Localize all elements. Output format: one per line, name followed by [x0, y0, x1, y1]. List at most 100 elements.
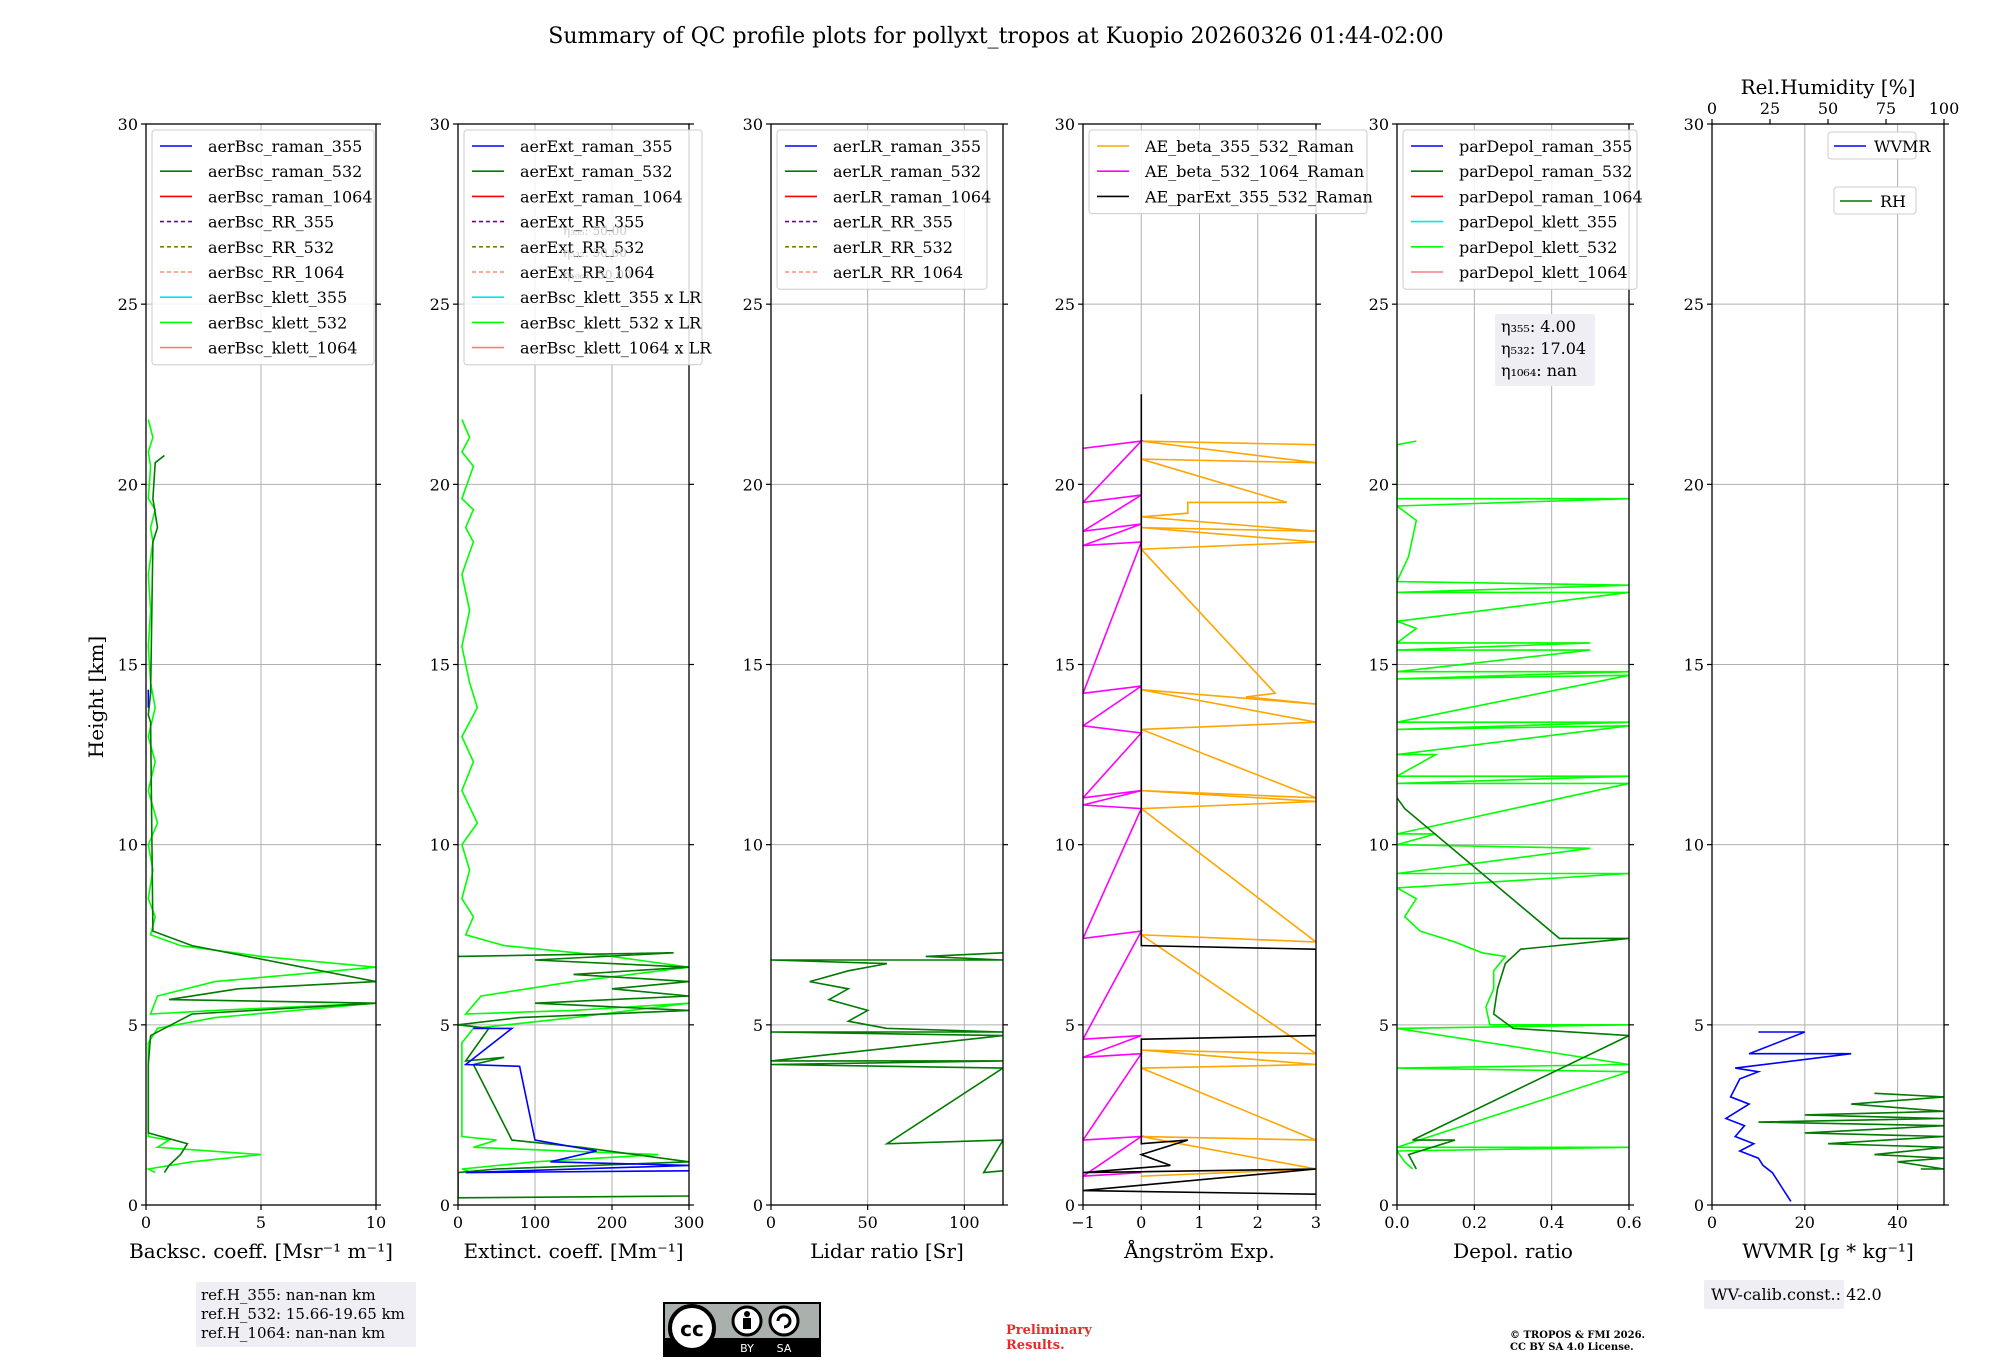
y-tick-label: 30	[118, 115, 138, 134]
panel-3: 0 5 10 15 20 25 30 0 50 100 Lidar ratio [Sr] aerLR_…	[743, 115, 1008, 1263]
x-tick-label: 3	[1311, 1213, 1321, 1232]
legend-entry: aerExt_raman_355	[520, 137, 673, 156]
y-tick-label: 10	[118, 836, 138, 855]
secondary-x-axis-label: Rel.Humidity [%]	[1741, 75, 1916, 99]
series-RH	[1758, 1092, 1944, 1170]
y-tick-label: 20	[430, 475, 450, 494]
copyright-line-1: © TROPOS & FMI 2026.	[1510, 1330, 1645, 1341]
legend-box	[1833, 186, 1917, 215]
x-tick-label: 1	[1194, 1213, 1204, 1232]
legend-entry: aerBsc_klett_532 x LR	[520, 313, 702, 332]
series-AE_parExt_355_532_Raman	[1083, 394, 1316, 1195]
legend: aerLR_raman_355 aerLR_raman_532 aerLR_rama…	[776, 129, 991, 290]
figure-title: Summary of QC profile plots for pollyxt_…	[548, 24, 1443, 49]
legend: aerExt_raman_355 aerExt_raman_532 aerExt_r…	[463, 129, 712, 366]
y-tick-label: 30	[430, 115, 450, 134]
y-tick-label: 0	[753, 1196, 763, 1215]
legend-entry: aerExt_RR_532	[520, 238, 644, 257]
legend-entry: aerBsc_raman_1064	[208, 187, 373, 206]
x-tick-label: 100	[949, 1213, 980, 1232]
legend-entry: aerBsc_klett_1064 x LR	[520, 339, 712, 358]
ref-height-box: ref.H_355: nan-nan km ref.H_532: 15.66-1…	[196, 1282, 416, 1347]
preliminary-line-2: Results.	[1006, 1338, 1065, 1353]
legend-entry: aerExt_raman_532	[520, 162, 673, 181]
x-tick-label: 0	[453, 1213, 463, 1232]
x-tick-label: −1	[1071, 1213, 1095, 1232]
x-tick-label: 200	[597, 1213, 628, 1232]
legend-entry: parDepol_klett_532	[1459, 238, 1617, 257]
legend-entry: aerLR_raman_1064	[833, 187, 991, 206]
x-tick-label: 20	[1795, 1213, 1815, 1232]
legend-entry: parDepol_klett_1064	[1459, 263, 1628, 282]
y-tick-label: 0	[1694, 1196, 1704, 1215]
y-tick-label: 25	[743, 295, 763, 314]
legend-entry: aerBsc_RR_532	[208, 238, 334, 257]
y-tick-label: 10	[1369, 836, 1389, 855]
x-tick-label: 100	[520, 1213, 551, 1232]
annotation-bg	[1495, 314, 1595, 386]
legend-entry: parDepol_raman_532	[1459, 162, 1632, 181]
y-tick-label: 5	[753, 1016, 763, 1035]
y-tick-label: 10	[743, 836, 763, 855]
legend-entry: RH	[1880, 192, 1906, 211]
wv-calib-box: WV-calib.const.: 42.0	[1704, 1280, 1882, 1309]
legend-entry: parDepol_raman_355	[1459, 137, 1632, 156]
y-tick-label: 5	[1379, 1016, 1389, 1035]
y-tick-label: 15	[743, 656, 763, 675]
y-tick-label: 15	[1369, 656, 1389, 675]
legend-entry: aerLR_RR_1064	[833, 263, 963, 282]
legend: WVMR RH	[1827, 131, 1931, 215]
y-tick-label: 10	[1684, 836, 1704, 855]
copyright-line-2: CC BY SA 4.0 License.	[1510, 1342, 1634, 1353]
legend-entry: parDepol_klett_355	[1459, 213, 1617, 232]
x-tick-label: 5	[256, 1213, 266, 1232]
series-group	[771, 952, 1003, 1174]
x2-tick-label: 50	[1818, 99, 1838, 118]
annotation-text: η₁₀₆₄: 50.00	[563, 268, 632, 282]
legend-entry: aerLR_RR_355	[833, 213, 953, 232]
legend-entry: WVMR	[1874, 137, 1931, 156]
x-tick-label: 0.4	[1539, 1213, 1564, 1232]
legend-box	[776, 129, 988, 290]
legend-entry: aerBsc_raman_355	[208, 137, 362, 156]
cc-logo-text: cc	[680, 1317, 704, 1341]
series-WVMR	[1724, 1031, 1852, 1202]
annotation-text: η₃₅₅: 50.00	[563, 224, 627, 238]
series-aerLR_raman_532	[771, 952, 1003, 1174]
y-tick-label: 20	[743, 475, 763, 494]
y-tick-label: 20	[118, 475, 138, 494]
legend-entry: aerBsc_RR_1064	[208, 263, 344, 282]
y-tick-label: 15	[430, 656, 450, 675]
preliminary-line-1: Preliminary	[1006, 1323, 1092, 1338]
series-AE_beta_532_1064_Raman	[1083, 440, 1145, 1178]
x-tick-label: 50	[857, 1213, 877, 1232]
legend-entry: aerBsc_klett_1064	[208, 339, 357, 358]
y-tick-label: 25	[118, 295, 138, 314]
annotation-box: η₃₅₅: 50.00 η₅₃₂: 50.00 η₁₀₆₄: 50.00	[563, 224, 632, 282]
ref-height-532: ref.H_532: 15.66-19.65 km	[201, 1305, 405, 1323]
y-tick-label: 30	[1684, 115, 1704, 134]
y-tick-label: 25	[1055, 295, 1075, 314]
y-tick-label: 0	[1379, 1196, 1389, 1215]
y-tick-label: 0	[1065, 1196, 1075, 1215]
annotation-text: η₃₅₅: 4.00	[1501, 317, 1576, 336]
y-tick-label: 20	[1055, 475, 1075, 494]
legend-entry: aerExt_raman_1064	[520, 187, 683, 206]
by-label: BY	[740, 1342, 754, 1355]
x-axis-label: Ångström Exp.	[1123, 1238, 1274, 1263]
legend-box	[1827, 131, 1917, 160]
series-group	[1397, 440, 1629, 1170]
legend-entry: aerLR_raman_355	[833, 137, 981, 156]
series-aerBsc_raman_532	[147, 454, 376, 1174]
legend-entry: aerLR_RR_532	[833, 238, 953, 257]
y-tick-label: 0	[128, 1196, 138, 1215]
x-tick-label: 0.0	[1384, 1213, 1409, 1232]
y-tick-label: 10	[430, 836, 450, 855]
ref-height-1064: ref.H_1064: nan-nan km	[201, 1324, 385, 1342]
y-tick-label: 15	[118, 656, 138, 675]
series-group	[458, 419, 689, 1199]
